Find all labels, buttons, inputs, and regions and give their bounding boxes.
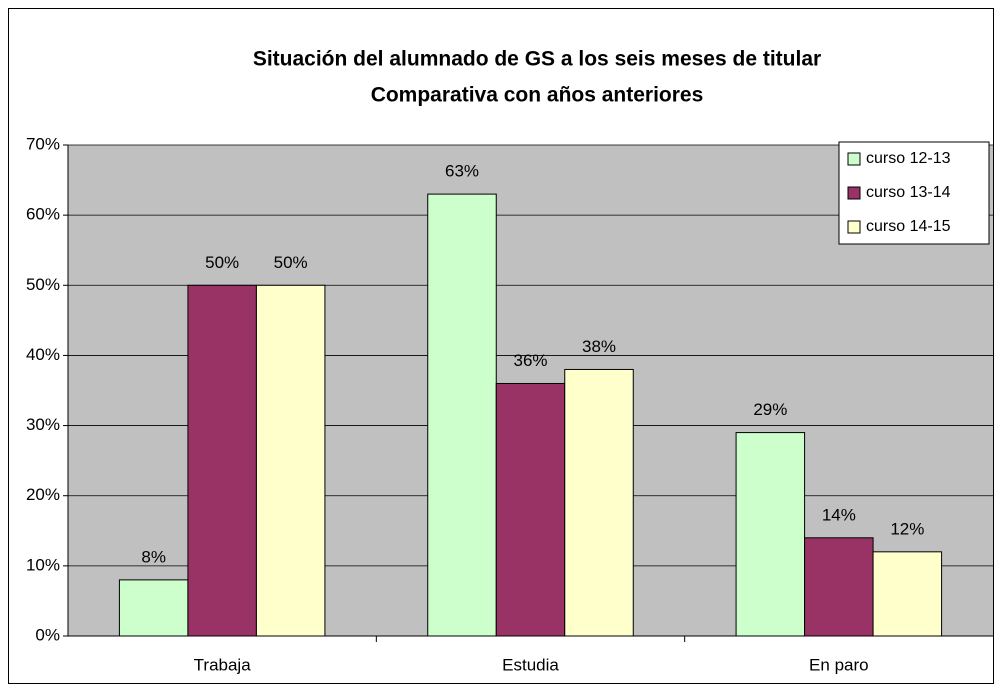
value-label: 29% (753, 400, 787, 419)
x-tick-label: Estudia (502, 655, 559, 674)
value-label: 14% (822, 505, 856, 524)
x-tick-label: Trabaja (194, 655, 252, 674)
y-tick-label: 20% (26, 485, 60, 504)
y-tick-label: 30% (26, 415, 60, 434)
bar (804, 537, 874, 637)
value-label: 8% (141, 547, 166, 566)
legend-swatch (847, 152, 861, 166)
y-tick-label: 50% (26, 275, 60, 294)
bar (427, 193, 497, 637)
y-tick-label: 70% (26, 134, 60, 153)
value-label: 50% (274, 253, 308, 272)
y-tick-label: 40% (26, 345, 60, 364)
bar (118, 579, 189, 637)
legend-swatch (847, 220, 861, 234)
legend-label: curso 14-15 (866, 218, 951, 235)
value-label: 12% (890, 519, 924, 538)
bar (495, 382, 566, 637)
y-tick-label: 60% (26, 205, 60, 224)
legend-label: curso 13-14 (866, 184, 951, 201)
legend-label: curso 12-13 (866, 150, 951, 167)
bar (187, 284, 257, 637)
bar (255, 284, 326, 637)
y-tick-label: 0% (35, 625, 60, 644)
bar (872, 551, 943, 637)
bar (735, 432, 806, 637)
value-label: 36% (513, 351, 547, 370)
y-tick-label: 10% (26, 555, 60, 574)
legend-swatch (847, 186, 861, 200)
legend-box (838, 141, 990, 245)
value-label: 63% (445, 162, 479, 181)
value-label: 38% (582, 337, 616, 356)
chart-subtitle: Comparativa con años anteriores (371, 84, 704, 107)
bar (564, 368, 634, 637)
chart-title: Situación del alumnado de GS a los seis … (253, 48, 821, 71)
value-label: 50% (205, 253, 239, 272)
x-tick-label: En paro (809, 655, 869, 674)
